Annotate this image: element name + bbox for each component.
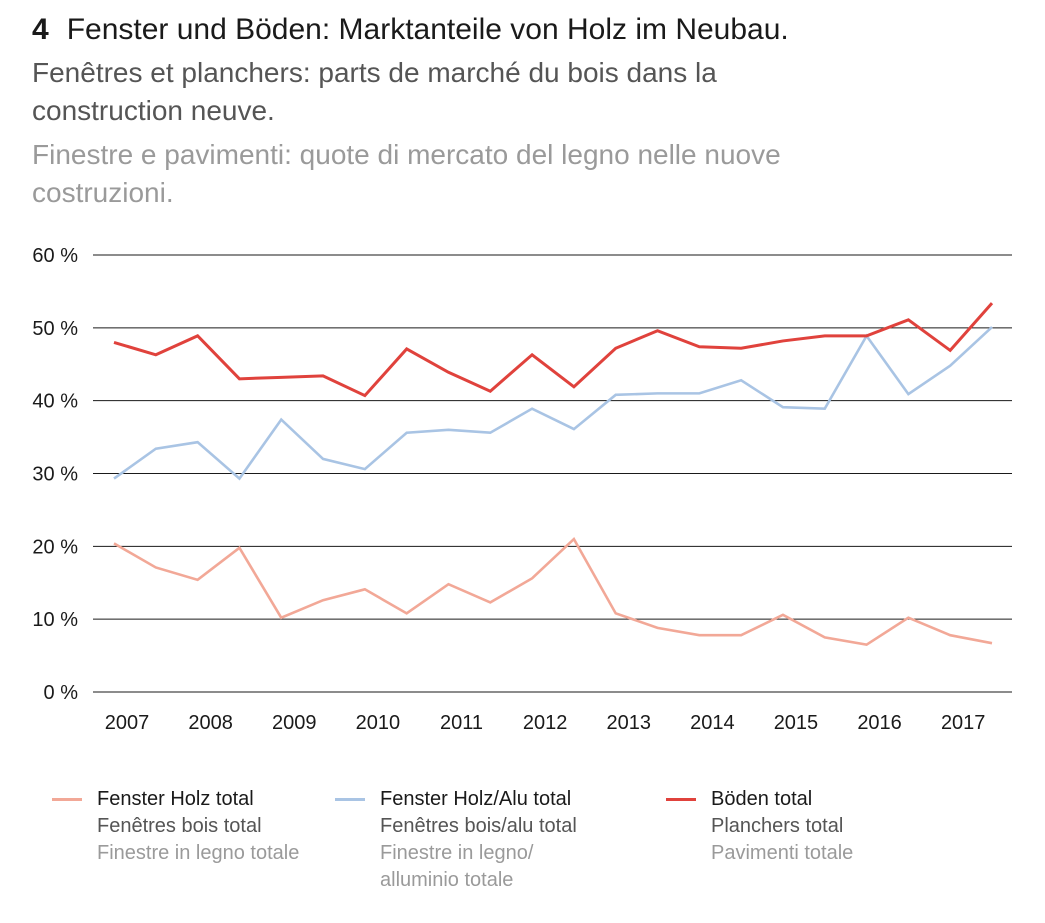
x-tick-label: 2011 (440, 712, 483, 734)
legend-item-fenster-holz: Fenster Holz total Fenêtres bois total F… (52, 786, 299, 867)
x-tick-label: 2017 (941, 712, 986, 734)
legend-item-fenster-holz-alu: Fenster Holz/Alu total Fenêtres bois/alu… (335, 786, 577, 894)
x-tick-label: 2015 (774, 712, 819, 734)
y-tick-label: 60 % (32, 245, 78, 267)
legend-swatch (666, 798, 696, 801)
legend-label-fr: Fenêtres bois/alu total (380, 815, 577, 837)
series-line-3 (113, 302, 994, 398)
y-tick-label: 40 % (32, 391, 78, 413)
y-axis-labels: 0 % 10 % 20 % 30 % 40 % 50 % 60 % (32, 245, 78, 704)
series-line-2 (113, 326, 993, 481)
x-tick-label: 2010 (356, 712, 401, 734)
x-axis-labels: 2007 2008 2009 2010 2011 2012 2013 2014 2015 2016… (105, 712, 986, 734)
title-de: 4 Fenster und Böden: Marktanteile von Hol… (32, 10, 1012, 50)
x-tick-label: 2016 (857, 712, 902, 734)
x-tick-label: 2012 (523, 712, 568, 734)
legend-label-it: Finestre in legno totale (97, 842, 300, 864)
title-it: Finestre e pavimenti: quote di mercato d… (32, 139, 781, 208)
y-tick-label: 50 % (32, 318, 78, 340)
gridlines (93, 254, 1012, 693)
title-fr: Fenêtres et planchers: parts de marché d… (32, 57, 717, 126)
legend-label-it: Finestre in legno/ alluminio totale (380, 842, 534, 891)
series-line-1 (113, 536, 993, 647)
x-tick-label: 2014 (690, 712, 735, 734)
legend-label-fr: Fenêtres bois total (97, 815, 262, 837)
x-tick-label: 2008 (188, 712, 233, 734)
legend-label-de: Fenster Holz total (97, 788, 254, 810)
legend-label-it: Pavimenti totale (711, 842, 854, 864)
legend-label-de: Böden total (711, 788, 813, 810)
legend-item-boeden: Böden total Planchers total Pavimenti to… (666, 786, 853, 867)
legend-swatch (335, 798, 365, 801)
x-tick-label: 2007 (105, 712, 150, 734)
legend-label-fr: Planchers total (711, 815, 844, 837)
y-tick-label: 30 % (32, 464, 78, 486)
y-tick-label: 10 % (32, 609, 78, 631)
legend-swatch (52, 798, 82, 801)
title-block: 4 Fenster und Böden: Marktanteile von Hol… (32, 10, 1012, 212)
series-lines (113, 302, 994, 647)
legend-label-de: Fenster Holz/Alu total (380, 788, 572, 810)
title-de-text: Fenster und Böden: Marktanteile von Holz… (66, 13, 789, 46)
x-tick-label: 2009 (272, 712, 317, 734)
y-tick-label: 20 % (32, 536, 78, 558)
figure-number: 4 (32, 13, 49, 46)
x-tick-label: 2013 (606, 712, 651, 734)
y-tick-label: 0 % (44, 682, 79, 704)
